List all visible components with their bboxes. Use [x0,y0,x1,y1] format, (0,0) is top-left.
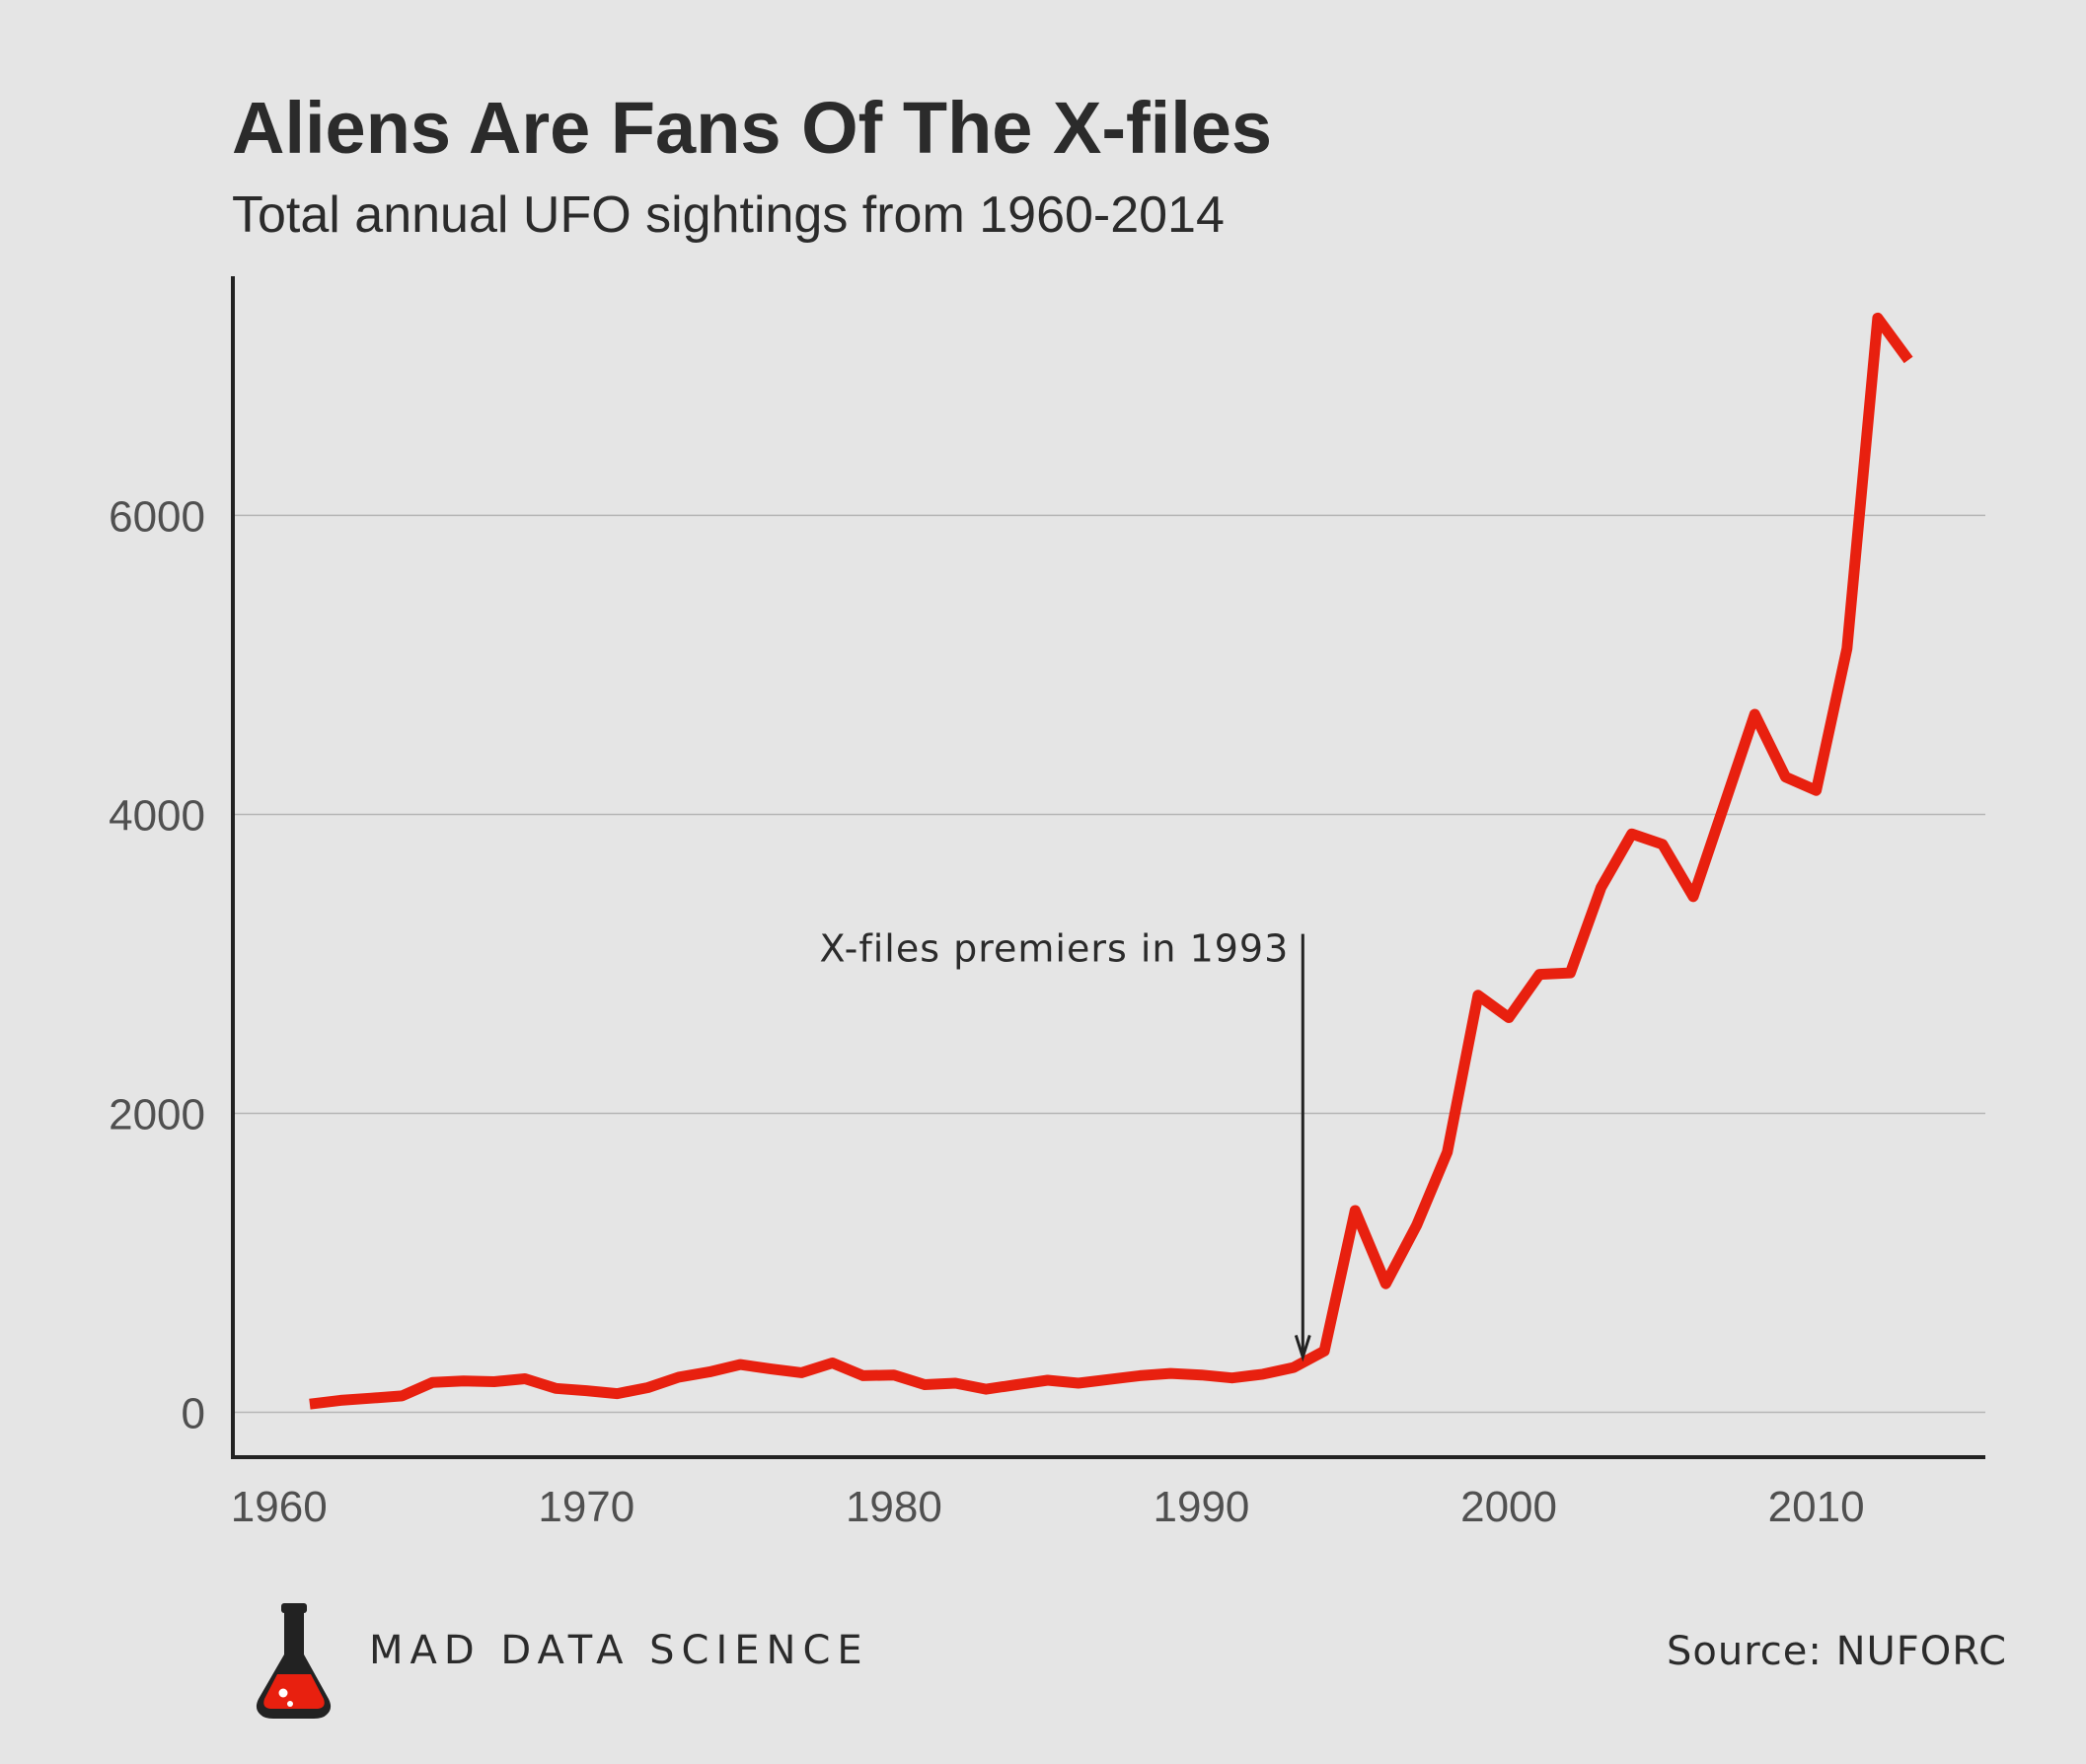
y-tick-label: 4000 [109,791,205,840]
series-line-sightings [309,312,1913,1410]
chart-subtitle: Total annual UFO sightings from 1960-201… [232,186,1225,244]
y-tick-labels: 0 2000 4000 6000 [109,492,205,1437]
annotation: X-files premiers in 1993 [820,927,1311,1362]
y-tick-label: 6000 [109,492,205,541]
x-tick-labels: 1960 1970 1980 1990 2000 2010 [231,1483,1865,1531]
x-tick-label: 2000 [1460,1483,1557,1531]
y-tick-label: 2000 [109,1091,205,1139]
x-tick-label: 2010 [1768,1483,1865,1531]
x-tick-label: 1990 [1154,1483,1250,1531]
annotation-label: X-files premiers in 1993 [820,927,1290,971]
y-tick-label: 0 [182,1390,205,1438]
annotation-arrow-head [1294,1335,1311,1362]
x-tick-label: 1980 [846,1483,942,1531]
chart-title: Aliens Are Fans Of The X-files [232,87,1272,169]
grid-lines [233,514,1985,1414]
x-tick-label: 1960 [231,1483,328,1531]
x-tick-label: 1970 [538,1483,634,1531]
source-label: Source: NUFORC [1667,1629,2007,1674]
flask-logo-icon [256,1603,332,1719]
brand-name: MAD DATA SCIENCE [369,1628,869,1673]
